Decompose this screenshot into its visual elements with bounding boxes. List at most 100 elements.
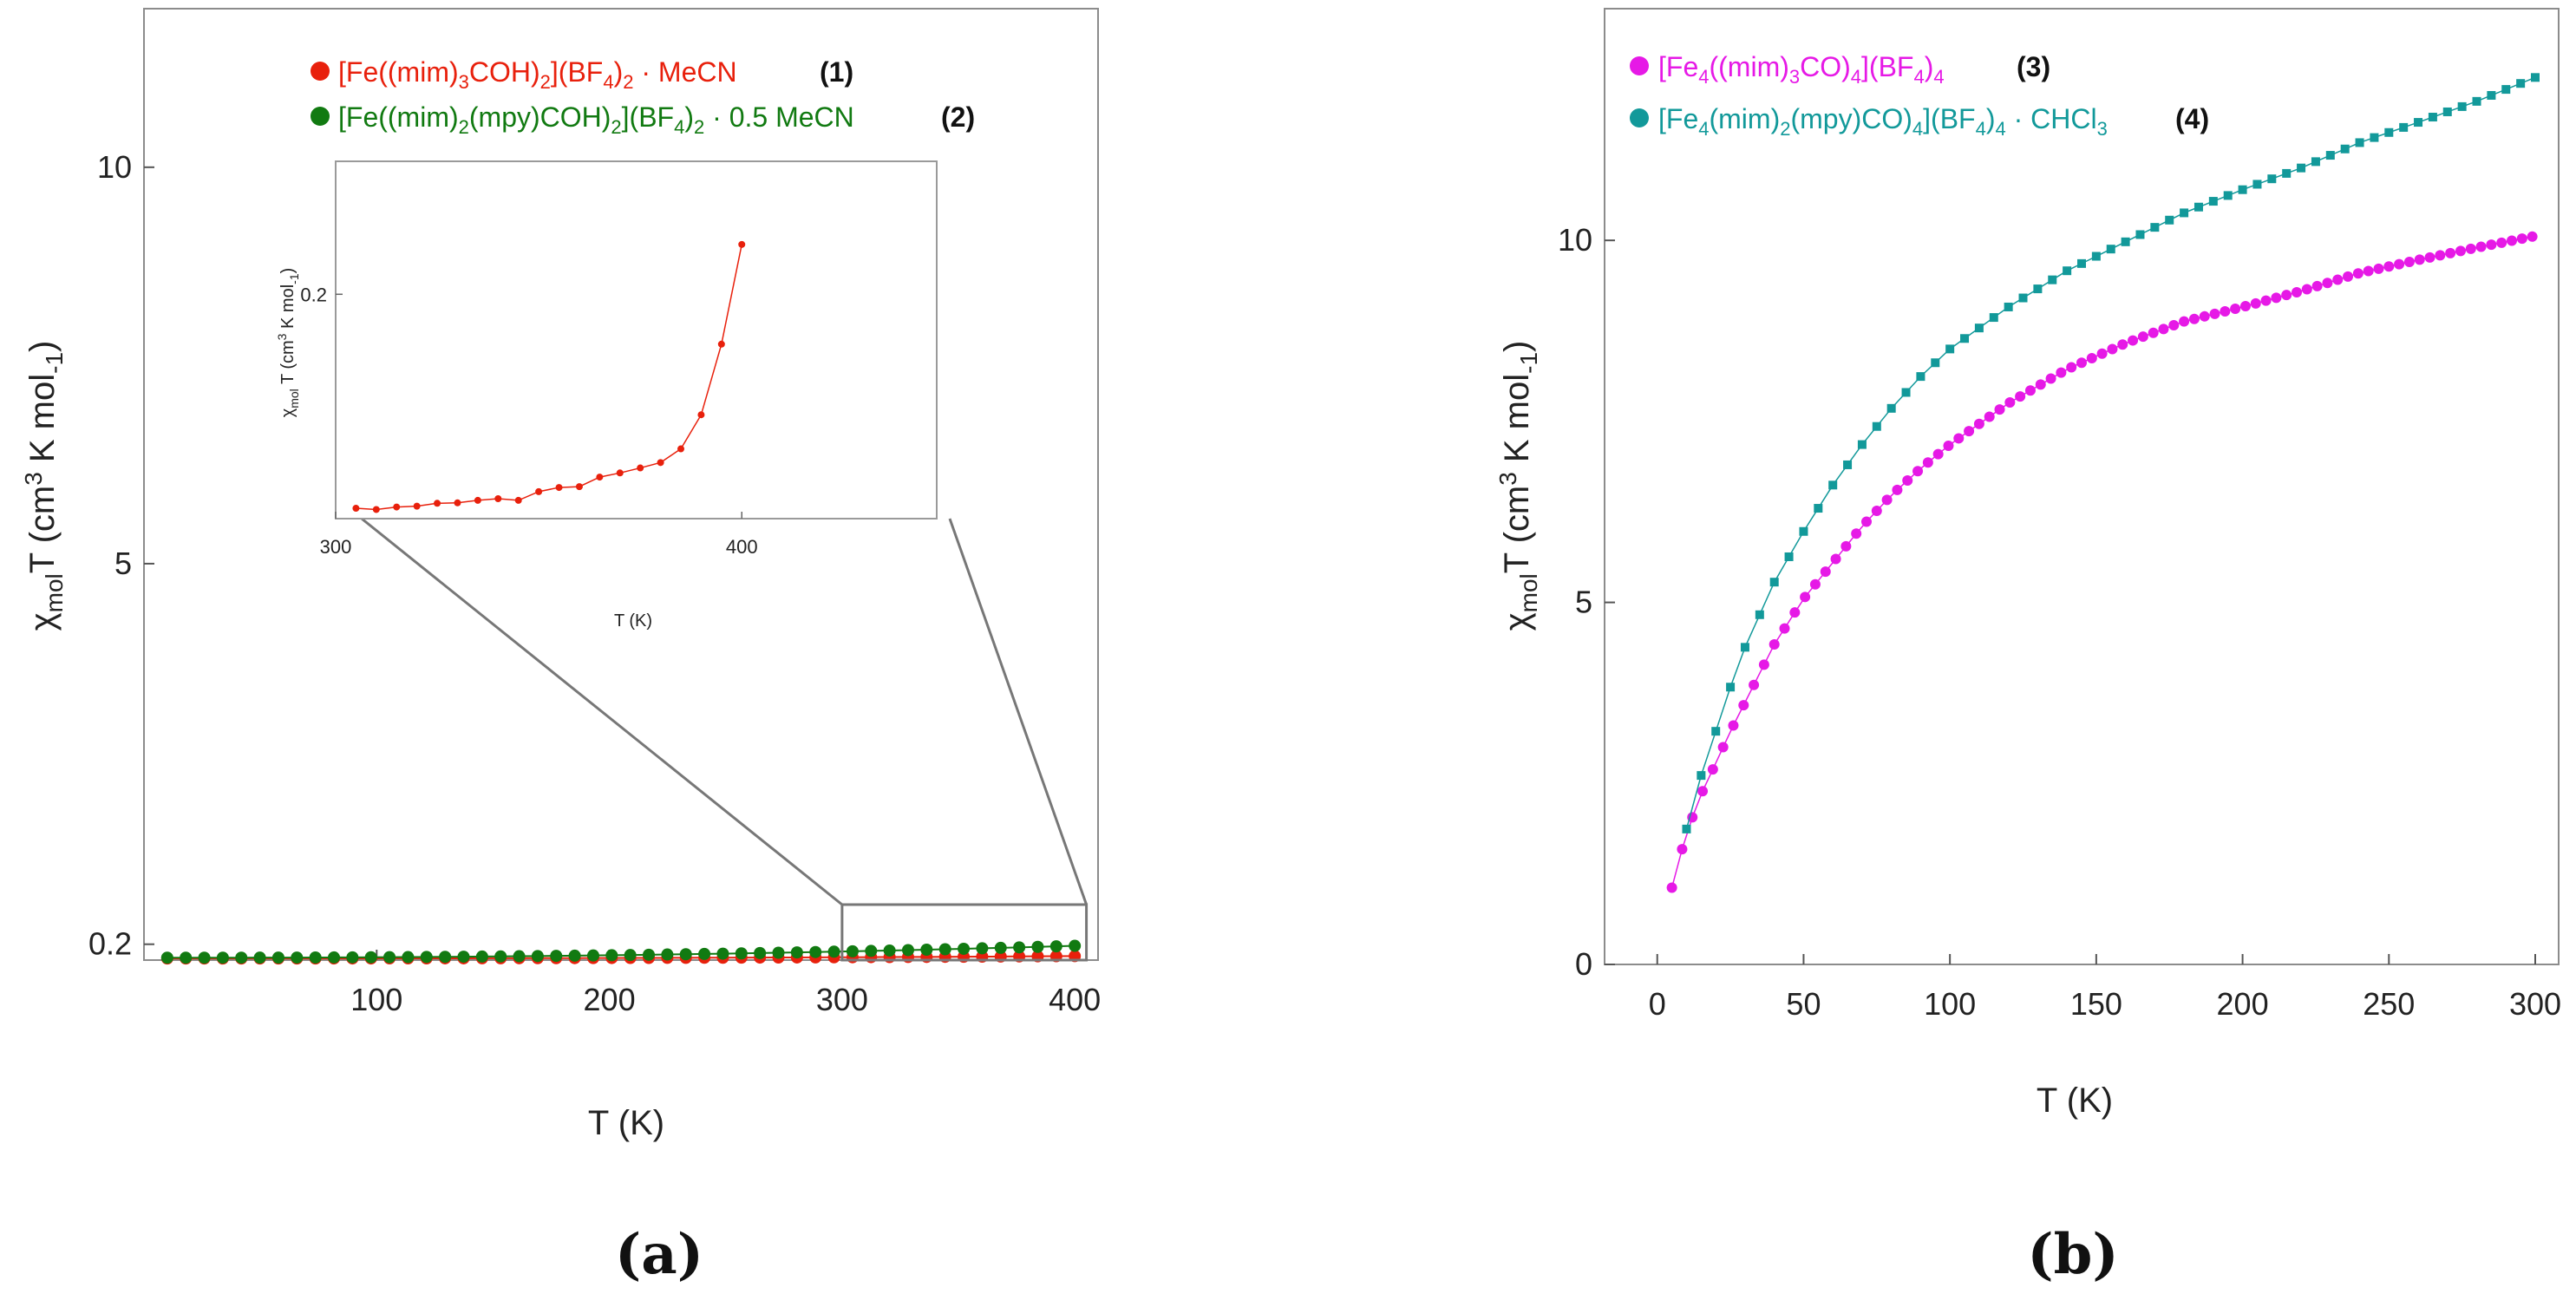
a-xtick-label: 100 — [350, 982, 402, 1017]
chart-a-data — [160, 939, 1082, 965]
b-series-point-4 — [1989, 313, 1998, 323]
b-series-point-3 — [2199, 310, 2210, 322]
b-series-point-4 — [2252, 180, 2262, 189]
b-series-point-4 — [1740, 643, 1749, 652]
b-series-point-4 — [2135, 230, 2145, 239]
b-series-point-3 — [2424, 252, 2435, 263]
b-series-point-4 — [2428, 113, 2437, 122]
a-series-point-2 — [439, 951, 452, 964]
b-series-point-4 — [1799, 526, 1808, 536]
inset-series-point — [454, 499, 461, 506]
a-series-point-2 — [920, 943, 933, 956]
b-series-point-3 — [2086, 352, 2097, 363]
b-series-point-4 — [1974, 324, 1984, 333]
a-series-point-2 — [698, 947, 711, 960]
b-series-point-3 — [1697, 786, 1709, 797]
b-series-point-4 — [2004, 302, 2013, 311]
b-series-point-3 — [2158, 324, 2169, 335]
b-series-point-4 — [2106, 245, 2115, 254]
inset-ytick-label: 0.2 — [300, 284, 327, 305]
b-series-point-3 — [2383, 261, 2395, 272]
b-series-point-3 — [2220, 305, 2231, 317]
b-series-point-3 — [2292, 286, 2303, 297]
b-series-point-3 — [1902, 475, 1913, 487]
b-series-point-3 — [2455, 245, 2466, 257]
a-series-point-2 — [716, 947, 729, 960]
a-series-point-2 — [827, 945, 840, 958]
b-series-point-3 — [1840, 540, 1852, 552]
b-series-point-4 — [2165, 215, 2174, 225]
b-series-point-4 — [2325, 151, 2335, 160]
a-series-point-2 — [494, 950, 507, 963]
b-series-point-4 — [2194, 202, 2203, 212]
chart-b-frame — [1604, 8, 2560, 965]
b-series-point-3 — [1860, 516, 1872, 527]
b-series-point-3 — [1932, 448, 1944, 460]
b-ytick-label: 5 — [1575, 585, 1592, 620]
b-series-point-3 — [1881, 494, 1893, 506]
zoom-box — [840, 903, 1089, 962]
a-xtick-label: 200 — [584, 982, 636, 1017]
b-series-point-3 — [1769, 638, 1780, 650]
a-series-point-2 — [291, 951, 304, 964]
b-series-point-4 — [2414, 118, 2423, 127]
b-series-point-3 — [2260, 295, 2272, 306]
b-series-point-3 — [2475, 241, 2487, 252]
a-series-point-2 — [586, 949, 599, 962]
b-series-point-4 — [2531, 73, 2540, 82]
b-series-point-3 — [2414, 254, 2425, 265]
b-series-point-3 — [2486, 239, 2497, 251]
a-series-point-2 — [846, 944, 859, 957]
a-series-point-2 — [901, 944, 914, 957]
b-series-point-3 — [2148, 327, 2159, 338]
b-series-point-3 — [2435, 250, 2446, 261]
b-series-point-3 — [1973, 418, 1984, 429]
a-series-point-2 — [865, 944, 878, 957]
b-series-point-4 — [1886, 403, 1896, 413]
b-series-point-4 — [1784, 552, 1794, 561]
b-series-point-4 — [2487, 90, 2496, 100]
b-series-point-4 — [2150, 223, 2160, 232]
inset-series-point — [738, 240, 746, 248]
b-series-point-3 — [1738, 700, 1749, 711]
b-series-point-3 — [2056, 367, 2067, 378]
b-series-point-4 — [2077, 258, 2086, 268]
b-series-point-3 — [2128, 335, 2139, 346]
a-series-point-2 — [457, 951, 470, 964]
chart-a-y-axis: 0.2 5 10 — [88, 149, 154, 962]
a-series-point-2 — [198, 951, 211, 964]
b-series-point-3 — [1809, 578, 1821, 590]
chart-b-x-axis-title: T (K) — [2037, 1082, 2113, 1120]
b-series-point-3 — [2004, 397, 2016, 408]
b-series-point-3 — [2137, 331, 2148, 343]
b-series-point-3 — [2363, 265, 2374, 277]
inset-series-point — [717, 340, 725, 348]
chart-a-y-axis-title: χmolT (cm3 K mol-1) — [20, 341, 68, 631]
inset-series-point — [434, 500, 441, 507]
b-series-point-4 — [1828, 480, 1838, 490]
b-series-point-3 — [2322, 278, 2333, 289]
b-series-point-4 — [1711, 727, 1721, 736]
chart-b-data — [1666, 73, 2540, 893]
b-series-point-3 — [2117, 339, 2128, 350]
b-series-point-4 — [1945, 344, 1955, 354]
svg-text:χmolT (cm3 K mol-1): χmolT (cm3 K mol-1) — [20, 341, 68, 631]
b-series-point-4 — [2297, 163, 2306, 173]
a-series-point-2 — [550, 950, 563, 963]
b-series-point-3 — [2311, 280, 2323, 291]
b-series-point-4 — [1726, 683, 1736, 692]
b-series-point-4 — [2091, 252, 2101, 261]
b-series-point-4 — [2501, 85, 2511, 95]
a-series-point-2 — [790, 946, 803, 959]
chart-b-x-axis: 0 50 100 150 200 250 300 — [1649, 954, 2561, 1022]
b-series-point-4 — [1843, 460, 1853, 469]
panel-label-b: (b) — [2027, 1222, 2118, 1287]
legend-marker-4 — [1630, 108, 1649, 127]
b-series-point-4 — [2370, 133, 2379, 142]
a-series-point-2 — [1049, 940, 1062, 953]
b-series-point-3 — [1666, 882, 1677, 893]
b-series-point-3 — [1943, 440, 1954, 451]
b-series-point-4 — [2311, 157, 2320, 167]
inset-series-point — [494, 495, 502, 503]
